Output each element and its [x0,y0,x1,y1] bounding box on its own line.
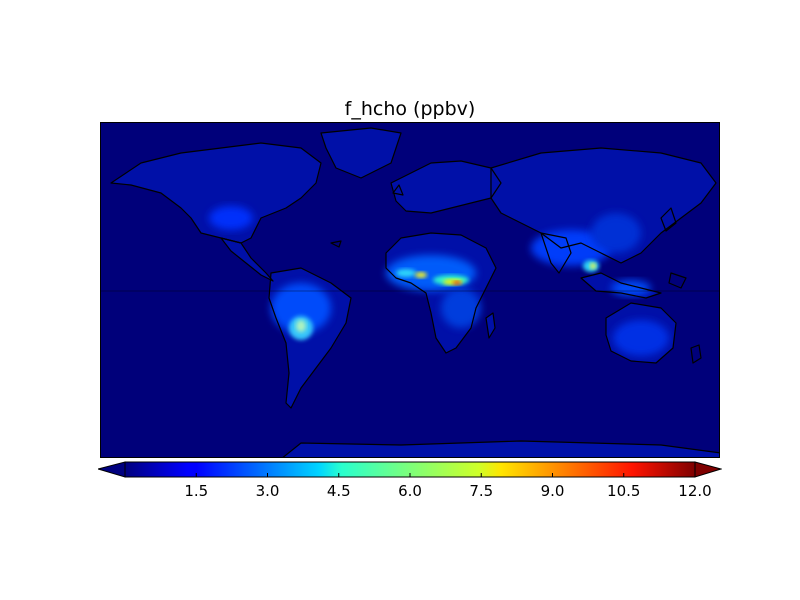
colorbar-extend-high [694,461,722,478]
colorbar-tick-label: 3.0 [255,482,280,500]
colorbar-tick-label: 10.5 [607,482,641,500]
colorbar-tick-label: 6.0 [398,482,422,500]
colorbar-tick-label: 9.0 [540,482,565,500]
plot-title: f_hcho (ppbv) [344,98,476,120]
colorbar-tick-label: 7.5 [469,482,494,500]
colorbar-tick-label: 12.0 [678,482,712,500]
colorbar [98,461,722,478]
colorbar-tick-label: 1.5 [184,482,209,500]
coastlines [110,127,719,457]
concentration-field [209,206,669,356]
colorbar-extend-low [98,461,126,478]
colorbar-tick-label: 4.5 [326,482,351,500]
world-map [100,122,720,458]
